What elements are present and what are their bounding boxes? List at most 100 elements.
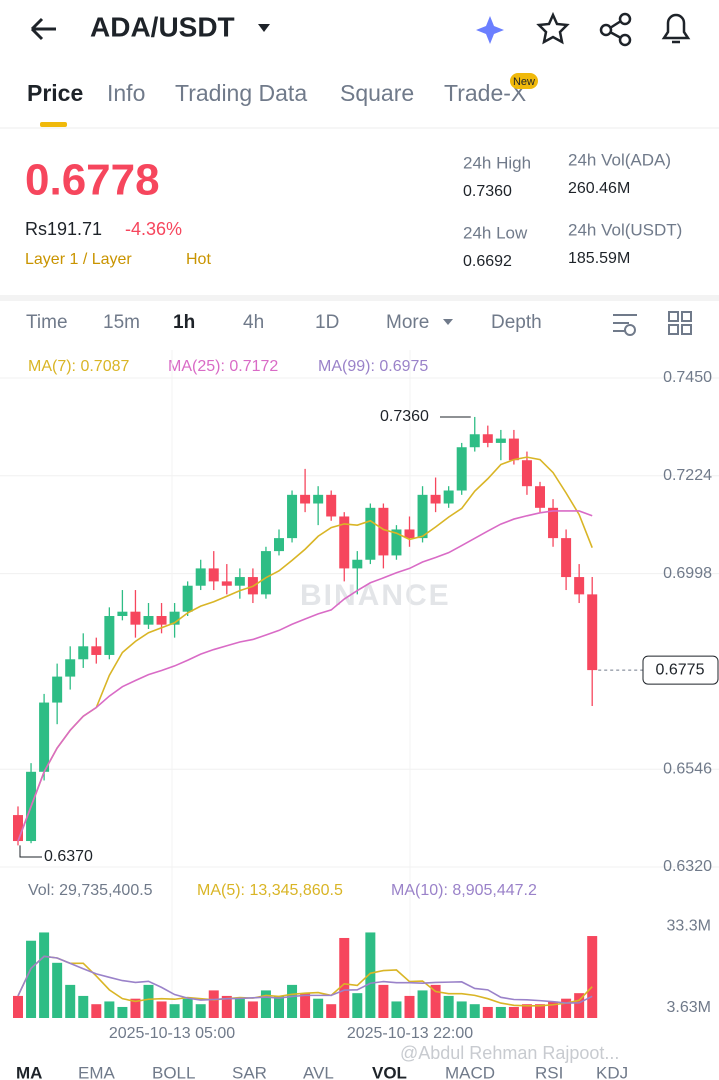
stat-label: 24h Vol(ADA) bbox=[568, 150, 671, 169]
candle-body bbox=[208, 568, 219, 582]
vol-ma5-line bbox=[17, 955, 593, 1007]
volume-bar bbox=[143, 984, 154, 1018]
pair-title[interactable]: ADA/USDT bbox=[90, 11, 235, 42]
tag: Layer 1 / Layer bbox=[25, 251, 132, 268]
stat-value: 260.46M bbox=[568, 180, 630, 197]
volume-bar bbox=[430, 984, 441, 1018]
interval[interactable]: More bbox=[386, 312, 429, 333]
dropdown-icon[interactable] bbox=[258, 24, 270, 32]
volume-bar bbox=[208, 990, 219, 1018]
candle-body bbox=[339, 516, 350, 569]
star-icon[interactable] bbox=[536, 11, 570, 45]
y-tick-label: 0.7224 bbox=[663, 467, 712, 484]
candle-body bbox=[156, 616, 167, 625]
candle-body bbox=[39, 702, 50, 772]
volume-bar bbox=[182, 998, 193, 1018]
volume-legend: Vol: 29,735,400.5 bbox=[28, 882, 153, 899]
ma25-line bbox=[17, 510, 593, 842]
last-price-label: 0.6775 bbox=[656, 661, 705, 678]
ma7-line bbox=[17, 456, 593, 842]
volume-bar bbox=[65, 984, 76, 1018]
share-icon[interactable] bbox=[599, 12, 632, 47]
volume-bar bbox=[169, 1004, 180, 1018]
stat-value: 0.7360 bbox=[463, 183, 512, 200]
settings-icon[interactable] bbox=[613, 314, 637, 336]
last-price-box bbox=[642, 655, 719, 685]
stat-label: 24h Vol(USDT) bbox=[568, 220, 682, 239]
bell-icon[interactable] bbox=[661, 13, 691, 44]
interval[interactable]: 4h bbox=[243, 312, 264, 333]
volume-bar bbox=[495, 1006, 506, 1018]
ma-legend: MA(25): 0.7172 bbox=[168, 358, 278, 375]
volume-bar bbox=[535, 1004, 545, 1018]
candle-body bbox=[456, 447, 467, 491]
candle-body bbox=[430, 494, 441, 504]
candle-body bbox=[130, 611, 141, 625]
ma-legend: MA(99): 0.6975 bbox=[318, 358, 428, 375]
volume-bar bbox=[234, 998, 245, 1018]
candle-body bbox=[169, 611, 180, 625]
indicator-tab[interactable]: MA bbox=[16, 1063, 42, 1080]
indicator-tab[interactable]: KDJ bbox=[596, 1063, 628, 1080]
volume-bar bbox=[287, 984, 298, 1018]
tab[interactable]: Square bbox=[340, 80, 414, 106]
indicator-tab[interactable]: MACD bbox=[445, 1063, 495, 1080]
interval[interactable]: 1h bbox=[173, 312, 195, 333]
volume-bar bbox=[587, 936, 598, 1018]
y-tick-label: 0.6546 bbox=[663, 760, 712, 777]
candle-body bbox=[495, 438, 506, 443]
low-label: 0.6370 bbox=[44, 848, 93, 865]
candle-body bbox=[417, 494, 428, 539]
back-icon[interactable] bbox=[30, 17, 56, 41]
indicator-tab[interactable]: SAR bbox=[232, 1063, 267, 1080]
indicator-tab[interactable]: AVL bbox=[303, 1063, 334, 1080]
tab[interactable]: Trading Data bbox=[175, 80, 307, 106]
indicator-tab[interactable]: VOL bbox=[372, 1063, 407, 1080]
candle-body bbox=[182, 585, 193, 612]
volume-bar bbox=[260, 990, 271, 1018]
candle-body bbox=[326, 494, 337, 517]
indicator-tab[interactable]: BOLL bbox=[152, 1063, 195, 1080]
volume-bar bbox=[313, 998, 324, 1018]
volume-bar bbox=[443, 995, 454, 1018]
watermark: BINANCE bbox=[300, 579, 451, 612]
price-change: -4.36% bbox=[125, 219, 182, 239]
volume-bar bbox=[13, 995, 23, 1018]
interval[interactable]: 15m bbox=[103, 312, 140, 333]
candle-body bbox=[443, 490, 454, 504]
volume-bar bbox=[326, 1004, 337, 1018]
ai-icon[interactable] bbox=[476, 16, 504, 44]
volume-bar bbox=[91, 1004, 102, 1018]
candle-body bbox=[482, 434, 493, 443]
tab[interactable]: Price bbox=[27, 80, 83, 106]
interval[interactable]: Time bbox=[26, 312, 68, 333]
indicator-tab[interactable]: RSI bbox=[535, 1063, 563, 1080]
candle-body bbox=[287, 494, 298, 539]
stat-label: 24h Low bbox=[463, 223, 528, 242]
candle-body bbox=[521, 460, 532, 487]
candle-body bbox=[274, 538, 284, 552]
tag: Hot bbox=[186, 251, 211, 268]
volume-bar bbox=[365, 932, 376, 1018]
volume-bar bbox=[26, 940, 37, 1018]
interval[interactable]: 1D bbox=[315, 312, 339, 333]
badge-bg bbox=[510, 73, 538, 89]
volume-bar bbox=[404, 995, 415, 1018]
candle-body bbox=[404, 529, 415, 539]
layout-icon[interactable] bbox=[668, 311, 692, 335]
volume-bar bbox=[156, 1001, 167, 1018]
indicator-tab[interactable]: EMA bbox=[78, 1063, 116, 1080]
volume-bar bbox=[417, 990, 428, 1018]
volume-bar bbox=[195, 1004, 206, 1018]
tab[interactable]: Info bbox=[107, 80, 145, 106]
volume-legend: MA(5): 13,345,860.5 bbox=[197, 882, 343, 899]
candle-body bbox=[260, 551, 271, 595]
interval[interactable]: Depth bbox=[491, 312, 542, 333]
candle-body bbox=[221, 581, 232, 586]
volume-bar bbox=[482, 1006, 493, 1018]
watermark-credit: @Abdul Rehman Rajpoot... bbox=[400, 1043, 619, 1063]
volume-bar bbox=[456, 1001, 467, 1018]
candle-body bbox=[300, 494, 311, 504]
